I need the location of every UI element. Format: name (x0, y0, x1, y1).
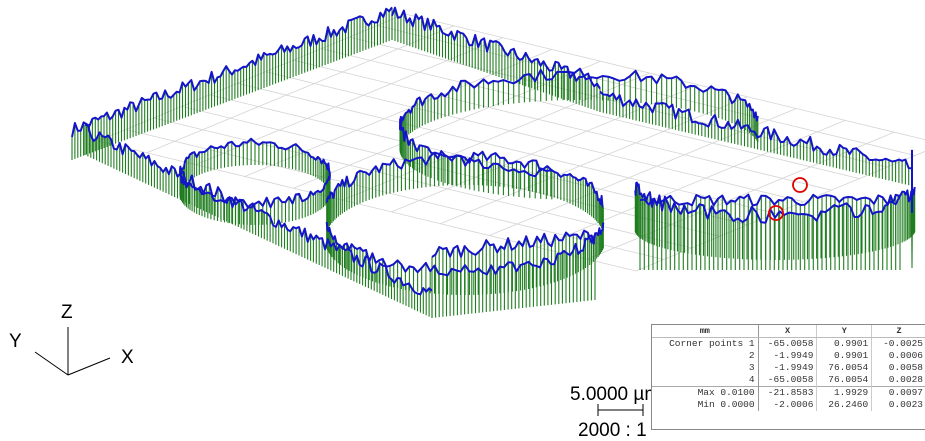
reference-grid (97, 13, 925, 272)
grid-line (237, 82, 776, 214)
row-label: Min 0.0000 (652, 399, 759, 411)
cell-z: 0.0023 (888, 399, 923, 410)
scale-bar (597, 404, 644, 416)
corner-points-table[interactable]: mm X Y Z Corner points 1 -65.0058 0.9901… (651, 324, 925, 430)
grid-line (153, 117, 692, 249)
table-row-max[interactable]: Max 0.0100 -21.8583 1.9929 0.0097 (652, 386, 925, 399)
right-edge-stems (599, 91, 913, 186)
front-block-profile (431, 229, 596, 258)
row-label: 2 (652, 350, 759, 362)
grid-line (293, 59, 832, 191)
y-axis-label: Y (9, 331, 22, 352)
row-label: Max 0.0100 (652, 386, 759, 399)
table-row[interactable]: 3 -1.9949 76.0054 0.0058 (652, 362, 925, 374)
small-pocket-profile (179, 137, 331, 209)
large-pocket-back-profile (325, 150, 604, 208)
back-right-edge-stems (391, 7, 601, 112)
axis-triad (34, 327, 111, 376)
cell-y: 26.2460 (816, 399, 873, 411)
grid-line (404, 13, 925, 141)
grid-line (265, 71, 804, 203)
right-boss-wall-profile (639, 193, 901, 207)
grid-line (538, 120, 846, 248)
profile-lines (71, 6, 916, 296)
grid-line (97, 13, 406, 142)
row-label: Corner points 1 (652, 337, 759, 350)
back-slot-profile (399, 67, 759, 178)
grid-line (391, 84, 699, 213)
scale-ratio-label: 2000 : 1 (578, 420, 647, 441)
deviation-stems (71, 7, 916, 318)
grid-line (440, 96, 748, 225)
cell-z: -0.0025 (883, 338, 923, 349)
cell-x: -65.0058 (758, 337, 818, 350)
grid-line (181, 106, 720, 237)
large-pocket-front-profile (325, 221, 605, 277)
cell-y: 1.9929 (816, 386, 873, 399)
scale-length-label: 5.0000 µm (570, 384, 661, 405)
x-axis-label: X (121, 347, 134, 368)
cell-x: -21.8583 (758, 386, 818, 399)
point-markers[interactable] (768, 177, 808, 221)
back-left-edge-stems (71, 7, 393, 160)
cell-y: 0.9901 (816, 337, 873, 350)
cell-x: -1.9949 (758, 350, 818, 362)
row-label: 3 (652, 362, 759, 374)
cell-y: 0.9901 (816, 350, 873, 362)
back-right-edge-profile (391, 6, 601, 90)
z-axis-label: Z (61, 302, 73, 323)
cell-z: 0.0097 (871, 386, 925, 399)
grid-line (125, 129, 664, 260)
header-x: X (758, 325, 818, 338)
cell-z: 0.0028 (888, 374, 923, 385)
header-z: Z (871, 325, 925, 338)
row-label: 4 (652, 374, 759, 387)
right-boss-wall-stems (639, 194, 901, 270)
front-left-edge-profile (84, 123, 433, 296)
cell-x: -65.0058 (758, 374, 818, 387)
marker-2-icon[interactable] (768, 205, 784, 221)
cell-z: 0.0058 (888, 362, 923, 373)
cell-y: 76.0054 (816, 374, 873, 387)
cell-y: 76.0054 (816, 362, 873, 374)
header-y: Y (816, 325, 873, 338)
cell-x: -1.9949 (758, 362, 818, 374)
table-row[interactable]: 4 -65.0058 76.0054 0.0028 (652, 374, 925, 387)
right-edge-profile (599, 90, 913, 170)
cell-z: 0.0006 (888, 350, 923, 361)
grid-line (146, 25, 455, 154)
right-boss-top-stems (634, 182, 916, 260)
table-header-row: mm X Y Z (652, 325, 925, 338)
cell-x: -2.0006 (758, 399, 818, 411)
table-row-min[interactable]: Min 0.0000 -2.0006 26.2460 0.0023 (652, 399, 925, 411)
front-block-stems (431, 230, 596, 318)
table-row[interactable]: 2 -1.9949 0.9901 0.0006 (652, 350, 925, 362)
header-unit: mm (652, 325, 759, 338)
grid-line (321, 48, 860, 179)
marker-1-icon[interactable] (792, 177, 808, 193)
back-left-edge-profile (71, 6, 393, 138)
table-row[interactable]: Corner points 1 -65.0058 0.9901 -0.0025 (652, 337, 925, 350)
